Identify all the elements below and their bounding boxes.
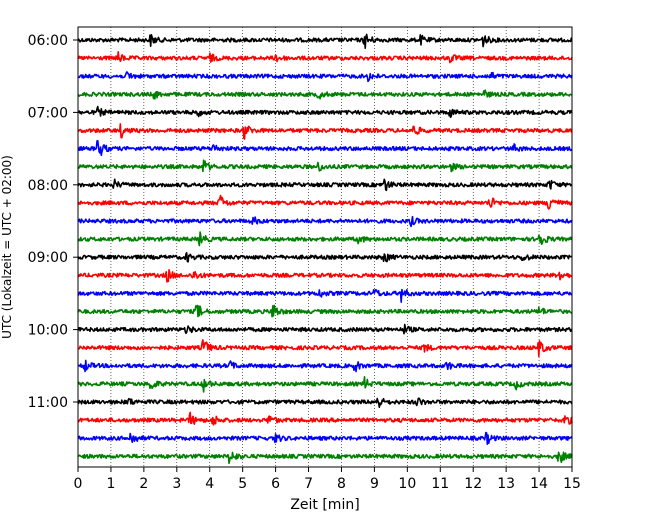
seismogram-trace-0745 (77, 159, 573, 173)
y-tick-label: 08:00 (28, 178, 68, 194)
y-axis-label: UTC (Lokalzeit = UTC + 02:00) (0, 155, 14, 339)
x-tick-label: 10 (398, 476, 416, 492)
x-tick-label: 13 (497, 476, 515, 492)
seismogram-trace-0945 (77, 304, 573, 318)
x-tick-label: 2 (139, 476, 148, 492)
seismogram-trace-0915 (77, 269, 573, 283)
seismogram-trace-0730 (77, 139, 573, 157)
seismogram-trace-0615 (77, 51, 573, 64)
seismogram-trace-1100 (77, 397, 573, 409)
x-axis-label: Zeit [min] (290, 497, 359, 513)
x-tick-label: 15 (563, 476, 581, 492)
seismogram-trace-0800 (77, 178, 573, 192)
seismogram-trace-0830 (77, 215, 573, 228)
seismogram-trace-0630 (77, 71, 573, 83)
grid-lines (110, 27, 540, 467)
x-tick-label: 1 (106, 476, 115, 492)
x-tick-label: 0 (74, 476, 83, 492)
x-tick-label: 5 (238, 476, 247, 492)
seismogram-trace-1115 (77, 411, 573, 426)
seismogram-trace-1145 (77, 451, 573, 465)
x-axis-ticks: 0 1 2 3 4 5 6 7 8 9 10 11 12 13 14 15 (74, 467, 581, 492)
seismogram-trace-1015 (77, 339, 573, 358)
seismogram-trace-0815 (77, 194, 573, 210)
x-tick-label: 4 (205, 476, 214, 492)
seismogram-trace-1000 (77, 323, 573, 335)
x-tick-label: 8 (337, 476, 346, 492)
seismogram-trace-1130 (77, 431, 573, 445)
y-tick-label: 09:00 (28, 250, 68, 266)
x-tick-label: 11 (431, 476, 449, 492)
y-tick-label: 11:00 (28, 395, 68, 411)
x-tick-label: 3 (172, 476, 181, 492)
plot-frame (77, 26, 573, 468)
seismogram-trace-0700 (77, 105, 573, 119)
x-tick-label: 6 (271, 476, 280, 492)
x-tick-label: 14 (530, 476, 548, 492)
seismogram-traces (77, 33, 573, 465)
seismogram-trace-0715 (77, 123, 573, 140)
seismogram-trace-0645 (77, 89, 573, 100)
seismogram-trace-1045 (77, 376, 573, 393)
seismogram-trace-0900 (77, 251, 573, 263)
x-tick-label: 9 (370, 476, 379, 492)
y-tick-label: 10:00 (28, 323, 68, 339)
x-tick-label: 12 (464, 476, 482, 492)
seismogram-trace-0930 (77, 288, 573, 304)
x-tick-label: 7 (304, 476, 313, 492)
y-tick-label: 07:00 (28, 105, 68, 121)
y-tick-label: 06:00 (28, 33, 68, 49)
seismogram-trace-1030 (77, 359, 573, 373)
y-axis-ticks: 06:00 07:00 08:00 09:00 10:00 11:00 (28, 33, 78, 411)
seismogram-trace-0600 (77, 33, 573, 50)
seismogram-trace-0845 (77, 231, 573, 247)
